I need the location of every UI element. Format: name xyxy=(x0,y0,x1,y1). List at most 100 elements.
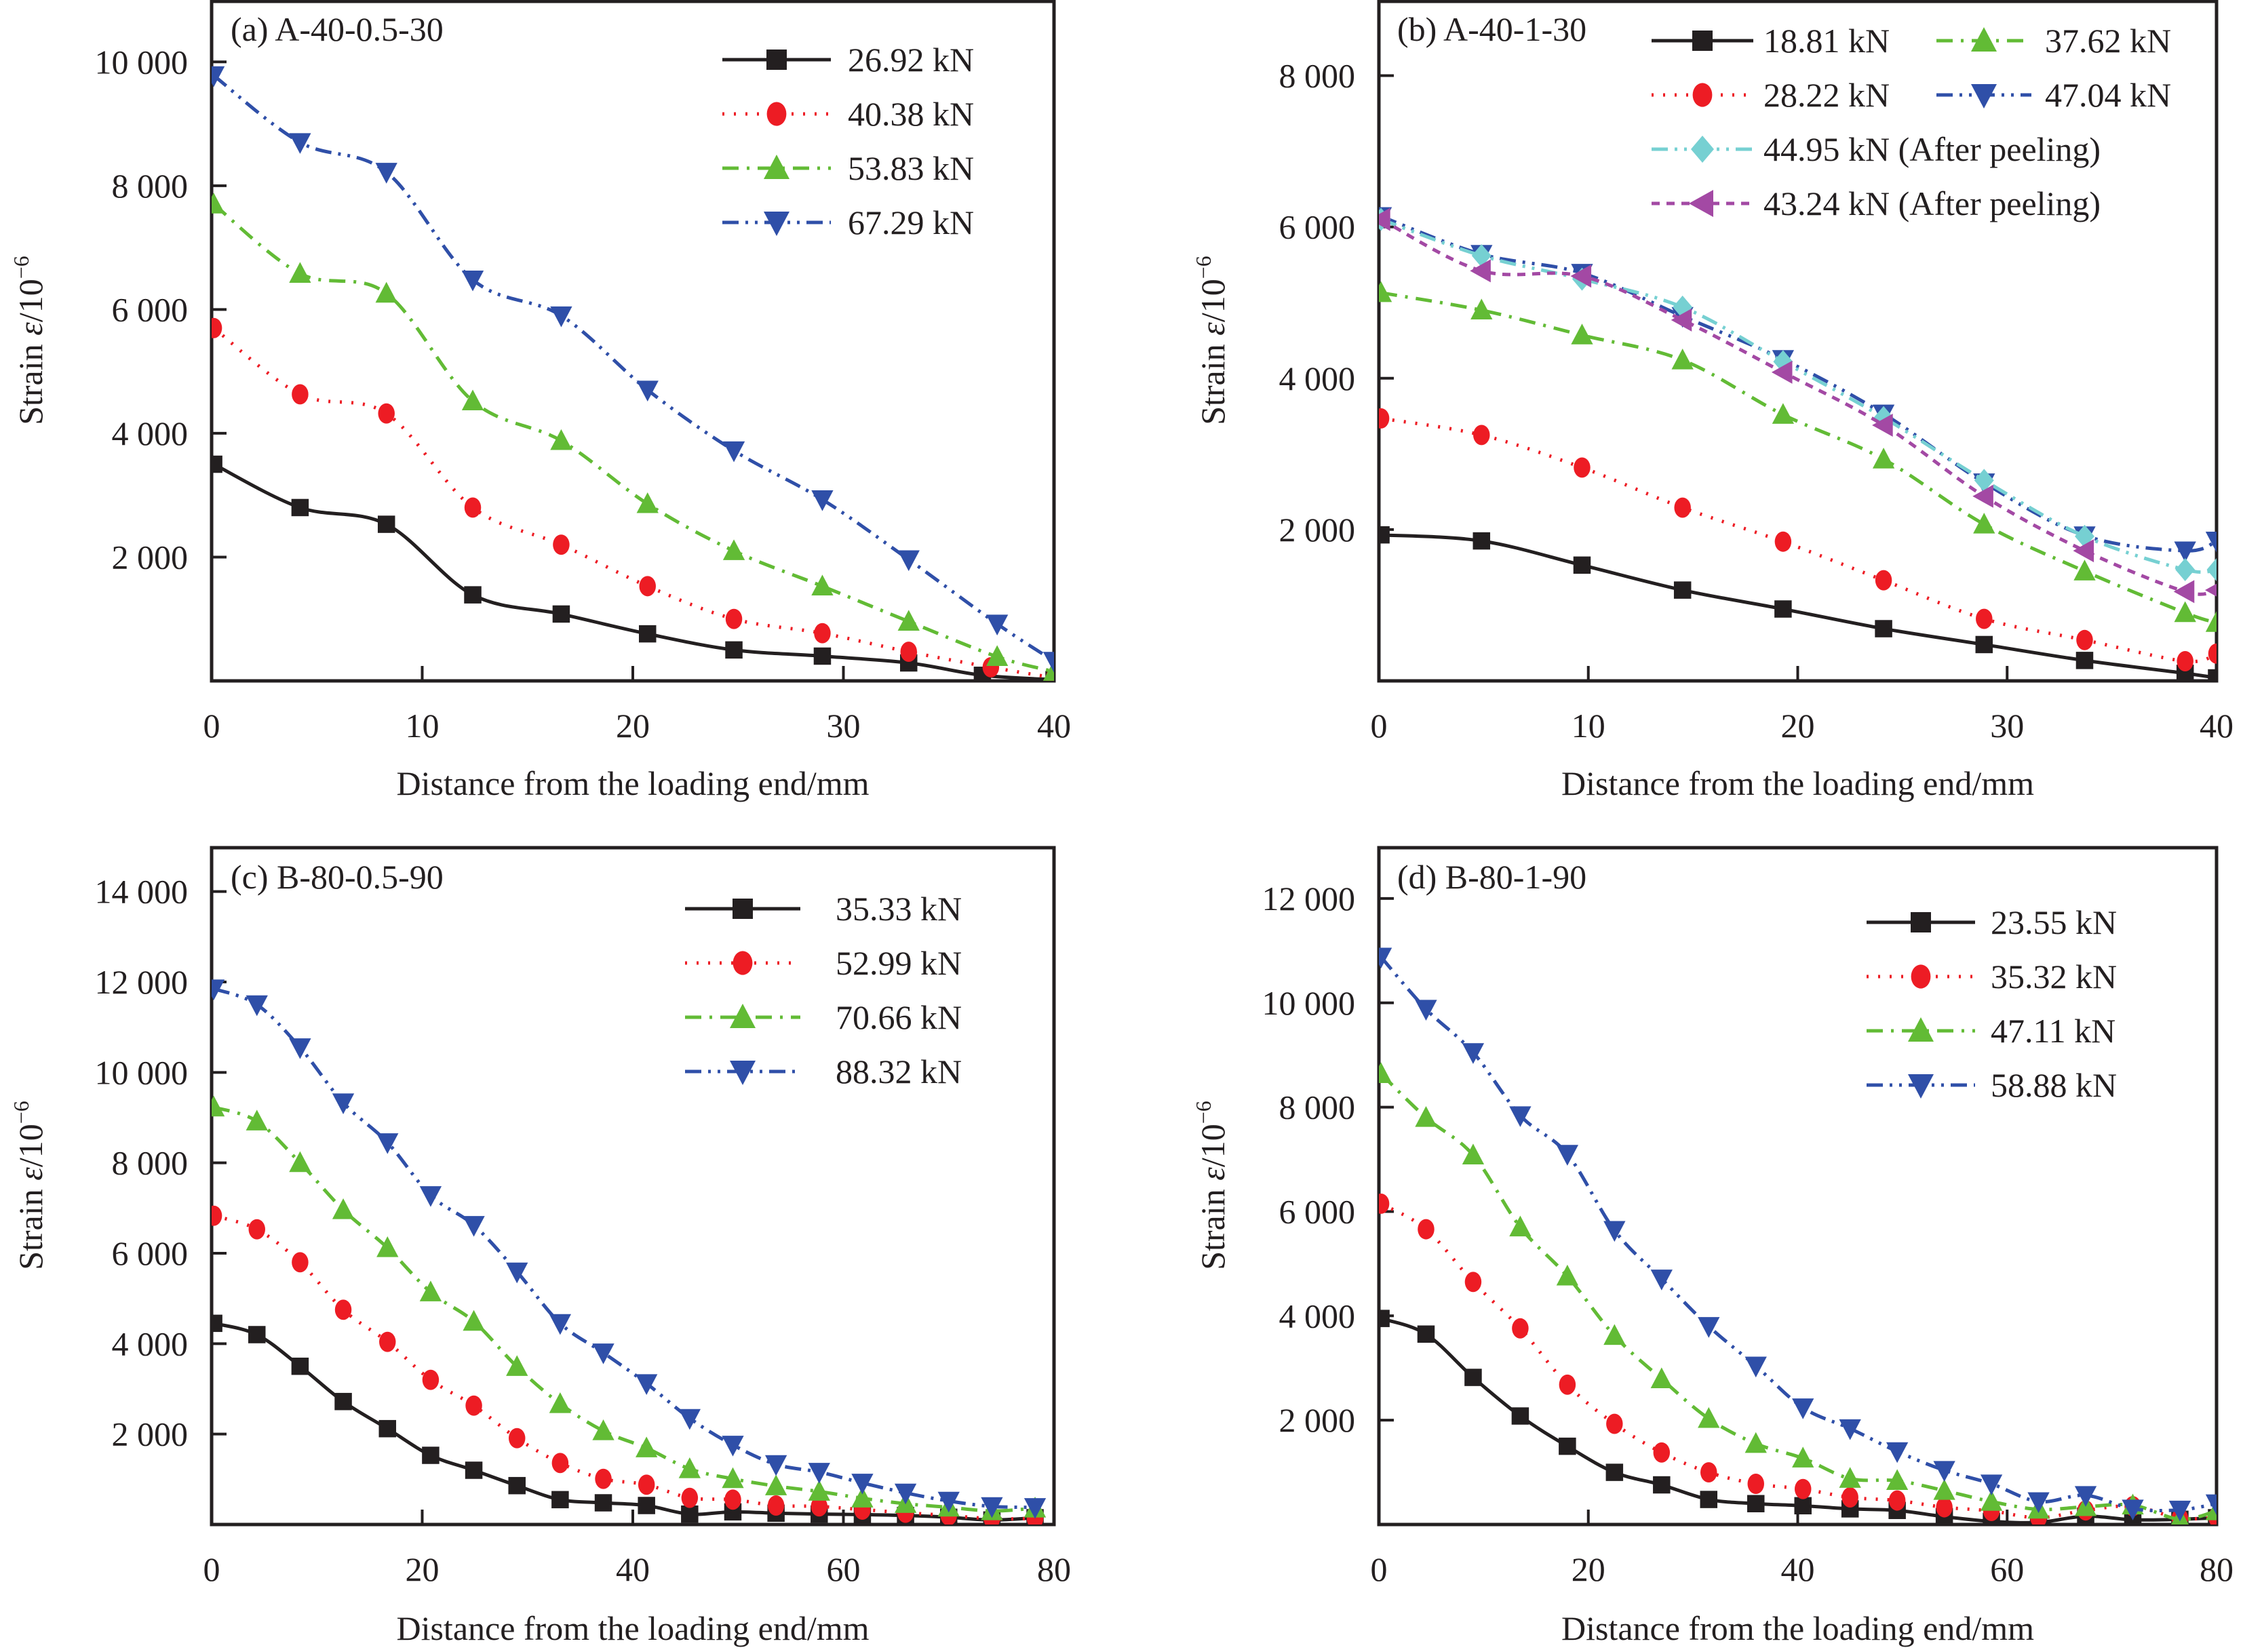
data-point xyxy=(1462,1143,1485,1164)
y-tick-label: 10 000 xyxy=(1262,984,1356,1022)
data-point xyxy=(212,1095,225,1117)
data-point xyxy=(1875,570,1892,591)
data-point xyxy=(681,1487,699,1508)
data-point xyxy=(465,1461,483,1479)
legend-label: 67.29 kN xyxy=(848,203,974,241)
data-point xyxy=(1744,1432,1767,1453)
y-tick-label: 6 000 xyxy=(112,1234,189,1272)
data-point xyxy=(2205,532,2217,553)
data-point xyxy=(1794,1497,1812,1515)
data-point xyxy=(1772,403,1795,424)
data-point xyxy=(722,539,745,560)
y-tick-label: 12 000 xyxy=(1262,880,1356,918)
x-tick-label: 80 xyxy=(1037,1550,1071,1588)
data-point xyxy=(248,1326,266,1343)
data-point xyxy=(463,1310,485,1331)
legend-label: 70.66 kN xyxy=(836,998,962,1036)
series-line xyxy=(1380,218,2217,574)
data-point xyxy=(1976,608,1993,629)
data-point xyxy=(1771,360,1793,384)
data-point xyxy=(508,1428,526,1449)
data-point xyxy=(767,1495,785,1516)
data-point xyxy=(1571,323,1593,345)
data-point xyxy=(594,1494,612,1512)
data-point xyxy=(422,1369,440,1390)
legend-label: 58.88 kN xyxy=(1991,1066,2117,1104)
series-line xyxy=(213,1214,1036,1521)
data-point xyxy=(1509,1215,1532,1237)
y-tick-label: 14 000 xyxy=(95,873,189,911)
data-point xyxy=(639,576,656,597)
legend-label: 26.92 kN xyxy=(848,41,974,79)
legend-label: 47.11 kN xyxy=(1991,1012,2115,1050)
data-point xyxy=(1671,349,1694,370)
data-point xyxy=(894,1483,917,1505)
data-point xyxy=(808,1480,830,1501)
data-point xyxy=(2122,1499,2144,1520)
legend-label: 47.04 kN xyxy=(2045,76,2171,114)
data-point xyxy=(549,1314,572,1335)
data-point xyxy=(550,429,572,450)
series-line xyxy=(1380,291,2217,625)
data-point xyxy=(811,574,834,595)
data-point xyxy=(986,614,1009,636)
data-point xyxy=(592,1419,615,1440)
data-point xyxy=(1559,1437,1576,1455)
legend-label: 35.32 kN xyxy=(1991,958,2117,996)
data-point xyxy=(551,1453,569,1474)
data-point xyxy=(813,647,832,665)
legend-marker xyxy=(1689,190,1713,217)
panel-title: (a) A-40-0.5-30 xyxy=(231,10,444,48)
data-point xyxy=(1574,457,1591,478)
data-point xyxy=(377,515,395,533)
data-point xyxy=(1559,1374,1576,1395)
data-point xyxy=(1473,425,1490,446)
data-point xyxy=(1792,1398,1814,1419)
data-point xyxy=(1792,1447,1814,1468)
data-point xyxy=(636,1374,658,1395)
x-tick-label: 20 xyxy=(616,707,650,745)
data-point xyxy=(595,1468,612,1489)
data-point xyxy=(549,1392,572,1413)
data-point xyxy=(1509,1106,1532,1127)
data-point xyxy=(212,317,222,338)
x-tick-label: 60 xyxy=(1990,1550,2024,1588)
x-axis-title: Distance from the loading end/mm xyxy=(396,1609,869,1647)
data-point xyxy=(289,1151,311,1173)
data-point xyxy=(1379,526,1390,544)
data-point xyxy=(1872,413,1893,437)
legend: 35.33 kN 52.99 kN 70.66 kN 88.32 kN xyxy=(685,890,962,1090)
data-point xyxy=(808,1463,830,1484)
legend-label: 37.62 kN xyxy=(2045,22,2171,60)
data-point xyxy=(2027,1492,2050,1514)
data-point xyxy=(464,586,482,604)
data-point xyxy=(1839,1419,1861,1440)
series-line xyxy=(1380,1072,2217,1521)
y-tick-label: 4 000 xyxy=(112,1324,189,1362)
series-line xyxy=(212,203,1054,673)
data-point xyxy=(1606,1413,1623,1434)
series-line xyxy=(1380,218,2217,596)
data-point xyxy=(334,1392,352,1411)
data-point xyxy=(246,995,268,1017)
data-point xyxy=(2205,611,2217,632)
data-point xyxy=(379,1331,396,1352)
panel-title: (c) B-80-0.5-90 xyxy=(231,858,444,896)
y-axis-title: Strain ε/10−6 xyxy=(1191,256,1232,425)
data-point xyxy=(1872,448,1895,469)
data-point xyxy=(1674,497,1691,518)
data-point xyxy=(289,262,311,283)
data-point xyxy=(508,1476,526,1495)
data-point xyxy=(1379,1310,1390,1327)
data-point xyxy=(1464,1272,1482,1293)
data-point xyxy=(2205,583,2217,597)
data-point xyxy=(1470,298,1493,319)
x-tick-label: 20 xyxy=(406,1550,440,1588)
data-point xyxy=(2076,629,2093,650)
data-point xyxy=(1379,281,1392,302)
series-35-32-kn xyxy=(1379,1193,2217,1525)
data-point xyxy=(463,1216,485,1237)
x-tick-label: 40 xyxy=(2200,707,2234,745)
legend-marker xyxy=(1908,1074,1934,1099)
legend-marker xyxy=(733,951,753,975)
